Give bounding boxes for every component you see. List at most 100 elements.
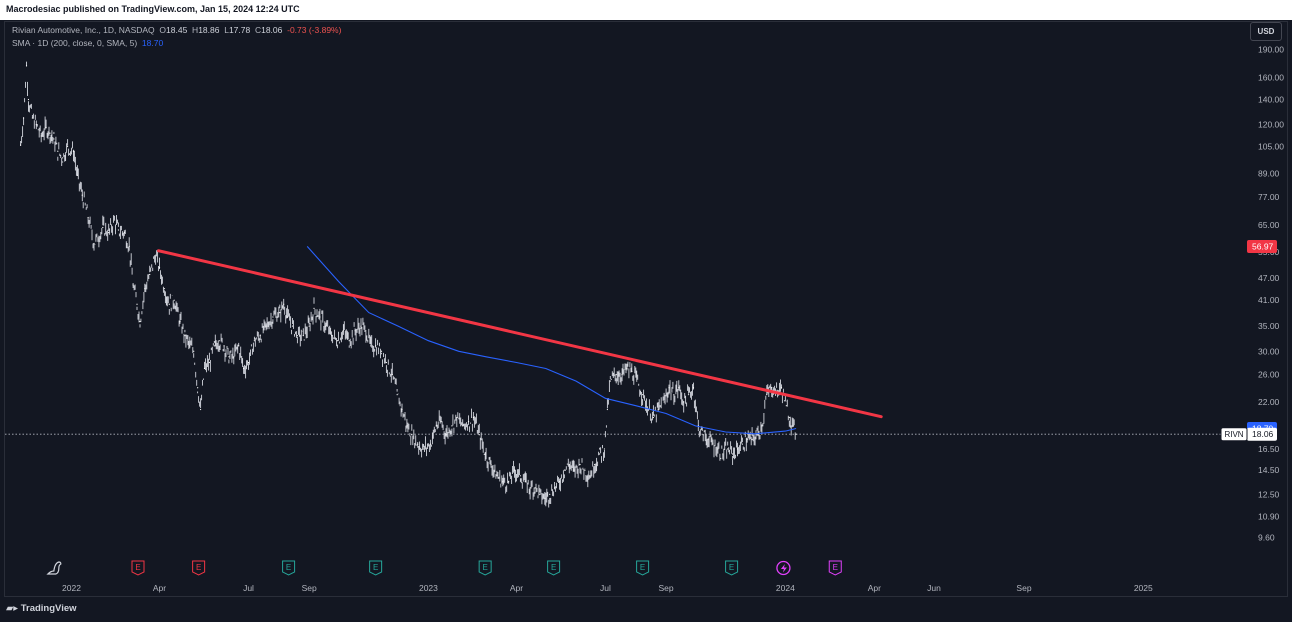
price-point [668, 387, 670, 389]
price-point [213, 345, 215, 347]
x-tick-label: Sep [659, 583, 674, 593]
price-point [621, 374, 623, 376]
published-bar: Macrodesiac published on TradingView.com… [0, 0, 1292, 20]
earnings-icon-letter: E [551, 563, 556, 572]
earnings-icon-letter: E [135, 563, 140, 572]
price-point [549, 493, 551, 495]
price-point [401, 408, 403, 411]
earnings-icon-letter: E [373, 563, 378, 572]
price-point [462, 425, 464, 427]
earnings-icon-letter: E [729, 563, 734, 572]
price-point [296, 335, 298, 337]
earnings-icon[interactable] [636, 560, 650, 576]
price-point [168, 303, 170, 305]
x-tick-label: Jun [927, 583, 941, 593]
price-point [626, 367, 628, 370]
price-point [736, 448, 739, 450]
price-point [529, 487, 531, 489]
price-point [199, 408, 202, 411]
earnings-icon[interactable] [828, 560, 842, 576]
price-point [218, 340, 220, 342]
price-point [573, 469, 575, 471]
price-point [97, 237, 99, 239]
price-point [197, 387, 199, 389]
price-point [57, 150, 59, 152]
price-point [243, 367, 245, 370]
price-point [283, 303, 285, 305]
price-point [678, 387, 680, 389]
price-point [223, 345, 225, 347]
x-tick-label: 2025 [1134, 583, 1153, 593]
price-point [717, 448, 719, 450]
earnings-icon[interactable] [282, 560, 296, 576]
price-label-text: 18.06 [1252, 429, 1274, 439]
tv-brand: TradingView [20, 603, 77, 614]
x-tick-label: 2022 [62, 583, 81, 593]
price-point [508, 481, 510, 483]
price-point [173, 299, 175, 301]
price-point [429, 443, 431, 445]
earnings-icon-letter: E [640, 563, 645, 572]
trendline-line[interactable] [157, 249, 883, 419]
legend-high: 18.86 [198, 25, 220, 35]
earnings-icon[interactable] [131, 560, 145, 576]
price-point [380, 350, 383, 352]
price-series [20, 61, 797, 508]
earnings-icon[interactable] [192, 560, 206, 576]
earnings-icon[interactable] [478, 560, 492, 576]
price-point [108, 232, 110, 234]
price-point [53, 138, 55, 140]
earnings-icon[interactable] [547, 560, 561, 576]
trendline [157, 249, 883, 419]
price-point [208, 361, 210, 364]
earnings-icon[interactable] [725, 560, 739, 576]
price-point [348, 340, 350, 342]
price-point [589, 475, 591, 477]
legend-open-label: O [159, 25, 167, 35]
price-point [766, 394, 768, 396]
price-point [179, 320, 181, 323]
x-tick-label: Jul [600, 583, 611, 593]
price-point [259, 335, 261, 337]
price-point [123, 232, 125, 234]
y-tick-label: 190.00 [1258, 45, 1284, 55]
price-point [22, 117, 25, 119]
symbol-label-box [1220, 427, 1248, 442]
price-point [652, 416, 654, 419]
price-point [788, 416, 790, 419]
earnings-icon[interactable] [369, 560, 383, 576]
price-point [35, 124, 37, 126]
legend-sma-label: SMA · 1D (200, close, 0, SMA, 5) [12, 38, 138, 48]
price-point [406, 425, 408, 427]
price-point [534, 487, 536, 489]
price-point [780, 387, 783, 389]
price-point [568, 463, 570, 466]
price-point [25, 65, 28, 67]
price-point [253, 340, 255, 342]
price-point [603, 448, 606, 450]
x-tick-label: Apr [868, 583, 881, 593]
price-point [615, 374, 617, 376]
price-point [761, 425, 763, 427]
price-point [154, 254, 157, 256]
price-point [396, 394, 398, 396]
dividend-icon[interactable] [46, 561, 62, 575]
currency-button[interactable]: USD [1250, 22, 1282, 41]
legend-open: 18.45 [166, 25, 188, 35]
price-point [331, 335, 333, 337]
price-point [342, 330, 344, 332]
tradingview-logo[interactable]: ▰▸ TradingView [6, 603, 77, 614]
price-point [66, 145, 69, 148]
price-point [302, 335, 304, 337]
price-point [149, 273, 151, 276]
price-label-text: 56.97 [1252, 241, 1274, 251]
y-tick-label: 35.00 [1258, 321, 1280, 331]
price-point [440, 421, 442, 423]
legend-sma-row: SMA · 1D (200, close, 0, SMA, 5) 18.70 [12, 38, 163, 48]
price-point [731, 453, 734, 455]
x-tick-label: Apr [510, 583, 523, 593]
price-point [727, 448, 729, 450]
legend-close-label: C [254, 25, 262, 35]
price-point [513, 469, 516, 471]
